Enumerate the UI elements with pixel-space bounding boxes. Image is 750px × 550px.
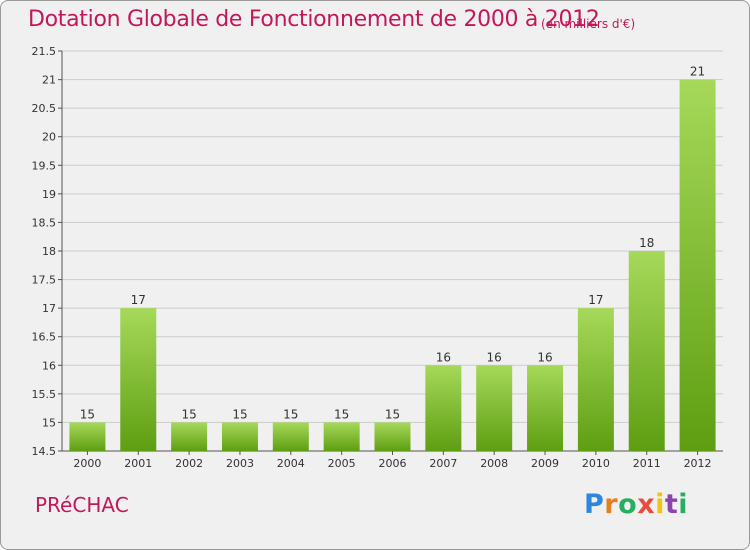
data-label: 15 [283, 407, 298, 421]
y-tick-label: 16.5 [32, 331, 57, 344]
x-tick-label: 2008 [480, 457, 508, 470]
bar-2012 [679, 79, 716, 452]
y-tick-label: 20 [42, 131, 56, 144]
bar-2004 [272, 422, 309, 451]
y-tick-label: 21.5 [32, 45, 57, 58]
bar-2006 [374, 422, 411, 451]
x-tick-label: 2004 [277, 457, 305, 470]
x-tick-label: 2001 [124, 457, 152, 470]
x-tick-label: 2003 [226, 457, 254, 470]
y-tick-label: 19 [42, 188, 56, 201]
bar-2005 [323, 422, 360, 451]
y-tick-label: 15 [42, 416, 56, 429]
logo-letter: i [678, 489, 689, 520]
data-label: 15 [334, 407, 349, 421]
bar-2000 [69, 422, 106, 451]
y-tick-label: 19.5 [32, 159, 57, 172]
y-tick-label: 18 [42, 245, 56, 258]
bar-2007 [425, 365, 462, 451]
bar-2008 [476, 365, 513, 451]
logo-letter: x [637, 489, 656, 520]
y-tick-label: 18.5 [32, 216, 57, 229]
x-tick-label: 2012 [684, 457, 712, 470]
y-tick-label: 17.5 [32, 274, 57, 287]
data-label: 15 [232, 407, 247, 421]
bar-2009 [527, 365, 564, 451]
x-tick-label: 2011 [633, 457, 661, 470]
data-label: 15 [181, 407, 196, 421]
logo-letter: i [655, 489, 665, 520]
data-label: 15 [385, 407, 400, 421]
logo-letter: o [618, 489, 638, 520]
x-tick-label: 2005 [328, 457, 356, 470]
data-label: 16 [436, 350, 451, 364]
y-tick-label: 20.5 [32, 102, 57, 115]
chart-title: Dotation Globale de Fonctionnement de 20… [28, 7, 600, 32]
bar-2010 [577, 308, 614, 451]
x-tick-label: 2002 [175, 457, 203, 470]
logo-letter: P [584, 489, 605, 520]
data-label: 21 [690, 65, 705, 79]
bar-2002 [171, 422, 208, 451]
logo-letter: r [604, 489, 619, 520]
x-tick-label: 2006 [379, 457, 407, 470]
bar-2003 [221, 422, 258, 451]
y-tick-label: 14.5 [32, 445, 57, 458]
y-tick-label: 21 [42, 74, 56, 87]
x-tick-label: 2007 [429, 457, 457, 470]
data-label: 17 [131, 293, 146, 307]
data-label: 16 [487, 350, 502, 364]
bar-2001 [120, 308, 157, 451]
y-tick-label: 17 [42, 302, 56, 315]
data-label: 18 [639, 236, 654, 250]
x-tick-label: 2010 [582, 457, 610, 470]
chart-subtitle: (en milliers d'€) [541, 17, 636, 31]
data-label: 15 [80, 407, 95, 421]
town-name: PRéCHAC [35, 493, 129, 517]
y-tick-label: 15.5 [32, 388, 57, 401]
x-tick-label: 2009 [531, 457, 559, 470]
y-tick-label: 16 [42, 359, 56, 372]
x-tick-label: 2000 [73, 457, 101, 470]
data-label: 17 [588, 293, 603, 307]
bar-2011 [628, 251, 665, 451]
logo-letter: t [664, 489, 679, 520]
proxiti-logo: Proxiti [584, 489, 688, 520]
data-label: 16 [537, 350, 552, 364]
